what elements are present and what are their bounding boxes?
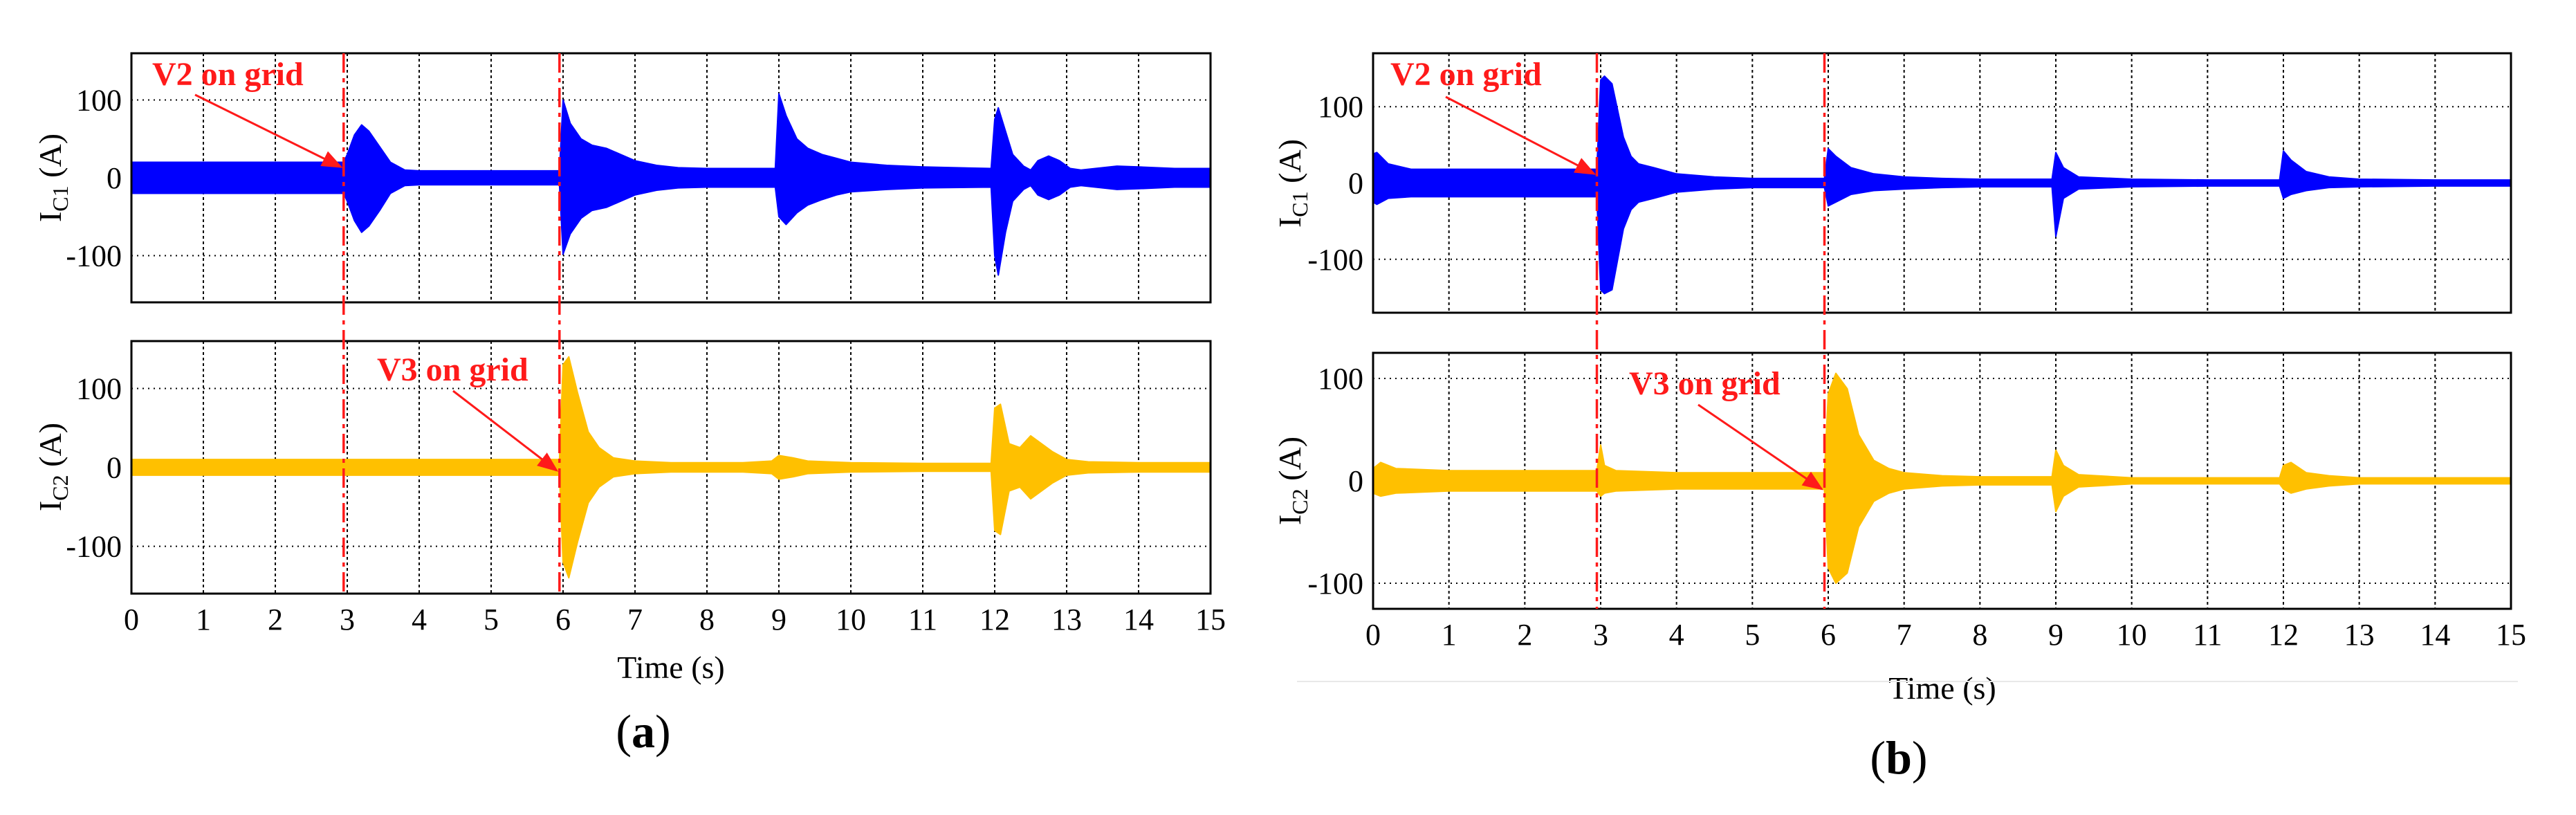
y-axis-label-ic2-b: IC2 (A) bbox=[1272, 437, 1312, 525]
y-axis-label-ic1-b: IC1 (A) bbox=[1272, 139, 1312, 228]
x-tick-label: 10 bbox=[836, 603, 866, 637]
x-tick-label: 11 bbox=[2193, 618, 2222, 652]
x-tick-label: 8 bbox=[1972, 618, 1987, 652]
x-tick-label: 5 bbox=[484, 603, 499, 637]
x-axis-label-a: Time (s) bbox=[617, 650, 725, 685]
y-tick-label: -100 bbox=[66, 239, 122, 273]
y-axis-label-ic2-a: IC2 (A) bbox=[33, 423, 73, 511]
y-tick-label: -100 bbox=[66, 530, 122, 564]
y-tick-label: 0 bbox=[1348, 167, 1363, 201]
x-tick-label: 2 bbox=[268, 603, 283, 637]
y-tick-label: 100 bbox=[76, 84, 122, 118]
plot-frame-b-ic2 bbox=[1372, 351, 2512, 610]
x-tick-label: 14 bbox=[2420, 618, 2450, 652]
annotations: V2 on grid V3 on grid V2 on grid V3 on grid bbox=[152, 56, 1823, 491]
annotation-arrow bbox=[452, 390, 559, 472]
x-tick-labels: 0 1 2 3 4 5 6 7 8 9 10 11 12 13 14 15 bbox=[1365, 618, 2526, 652]
x-tick-label: 15 bbox=[1195, 603, 1226, 637]
y-tick-label: -100 bbox=[1307, 243, 1363, 277]
x-tick-label: 12 bbox=[2268, 618, 2299, 652]
chart-b-ic1: -100 0 100 IC1 (A) bbox=[1272, 52, 2512, 314]
y-tick-labels: -100 0 100 bbox=[66, 372, 122, 563]
x-tick-label: 4 bbox=[1669, 618, 1684, 652]
x-tick-label: 8 bbox=[699, 603, 715, 637]
x-tick-label: 15 bbox=[2496, 618, 2526, 652]
x-tick-label: 5 bbox=[1745, 618, 1760, 652]
x-tick-labels: 0 1 2 3 4 5 6 7 8 9 10 11 12 13 14 15 bbox=[124, 603, 1226, 637]
y-tick-label: 100 bbox=[76, 372, 122, 405]
annotation-label: V2 on grid bbox=[152, 56, 304, 93]
panel-label-b: (b) bbox=[1870, 731, 1927, 784]
y-tick-label: 0 bbox=[1348, 464, 1363, 498]
y-tick-labels: -100 0 100 bbox=[1307, 362, 1363, 601]
y-tick-label: 0 bbox=[107, 451, 122, 485]
plot-frame-b-ic1 bbox=[1372, 52, 2512, 314]
x-tick-label: 0 bbox=[1365, 618, 1381, 652]
annotation-arrow bbox=[194, 93, 343, 168]
y-tick-label: 100 bbox=[1318, 90, 1363, 124]
x-tick-label: 7 bbox=[1897, 618, 1912, 652]
y-tick-labels: -100 0 100 bbox=[66, 84, 122, 273]
plot-frame-a-ic1 bbox=[130, 52, 1212, 304]
y-tick-labels: -100 0 100 bbox=[1307, 90, 1363, 277]
chart-a-ic1: -100 0 100 IC1 (A) bbox=[33, 52, 1212, 304]
x-tick-label: 1 bbox=[196, 603, 211, 637]
annotation-label: V3 on grid bbox=[1629, 365, 1781, 402]
event-markers bbox=[342, 53, 1826, 609]
x-tick-label: 10 bbox=[2117, 618, 2147, 652]
annotation-arrow bbox=[1698, 403, 1823, 491]
annotation-label: V2 on grid bbox=[1390, 56, 1542, 93]
x-tick-label: 4 bbox=[412, 603, 427, 637]
x-tick-label: 1 bbox=[1442, 618, 1457, 652]
annotation-arrow bbox=[1445, 95, 1597, 175]
y-tick-label: -100 bbox=[1307, 567, 1363, 601]
y-tick-label: 0 bbox=[107, 161, 122, 195]
x-tick-label: 6 bbox=[1821, 618, 1836, 652]
panel-label-a: (a) bbox=[616, 705, 670, 758]
x-tick-label: 3 bbox=[1593, 618, 1608, 652]
x-tick-label: 9 bbox=[771, 603, 786, 637]
gridlines bbox=[131, 341, 1211, 594]
x-tick-label: 12 bbox=[979, 603, 1010, 637]
y-tick-label: 100 bbox=[1318, 362, 1363, 396]
x-tick-label: 13 bbox=[1051, 603, 1082, 637]
y-axis-label-ic1-a: IC1 (A) bbox=[33, 134, 73, 222]
x-tick-label: 14 bbox=[1123, 603, 1154, 637]
plot-frame-a-ic2 bbox=[130, 340, 1212, 595]
x-tick-label: 13 bbox=[2344, 618, 2375, 652]
annotation-label: V3 on grid bbox=[377, 351, 528, 388]
x-tick-label: 11 bbox=[908, 603, 937, 637]
x-tick-label: 2 bbox=[1517, 618, 1532, 652]
x-axis-label-b: Time (s) bbox=[1888, 670, 1996, 706]
x-tick-label: 7 bbox=[627, 603, 643, 637]
x-tick-label: 9 bbox=[2048, 618, 2063, 652]
x-tick-label: 0 bbox=[124, 603, 139, 637]
x-tick-label: 3 bbox=[340, 603, 355, 637]
x-tick-label: 6 bbox=[555, 603, 571, 637]
